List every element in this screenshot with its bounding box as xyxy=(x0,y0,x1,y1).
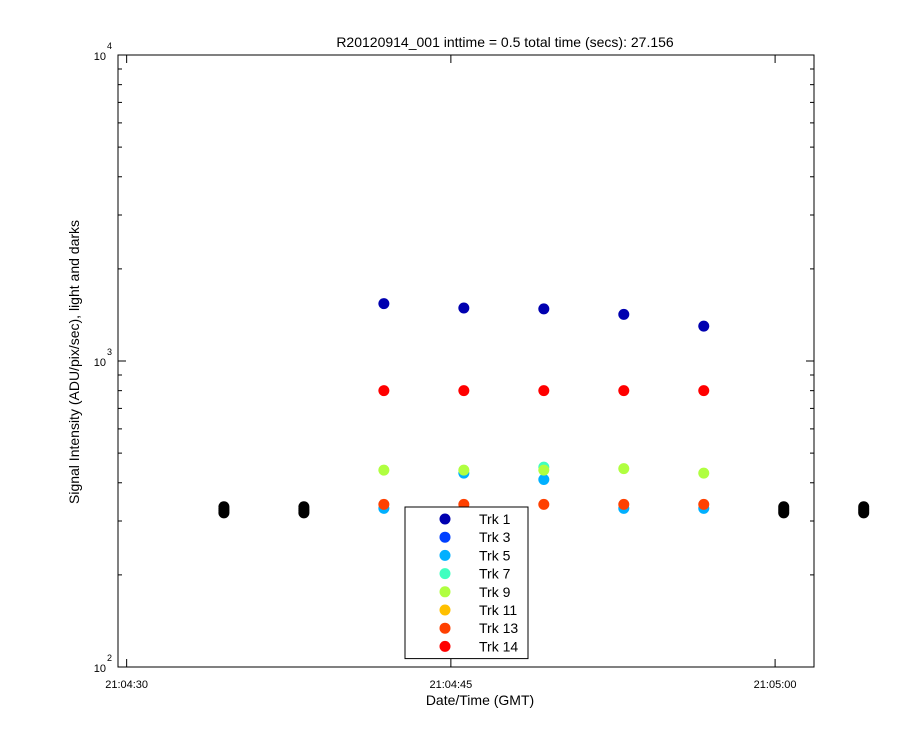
data-point xyxy=(458,302,470,314)
data-point xyxy=(698,498,710,510)
x-tick-label: 21:04:45 xyxy=(429,679,472,691)
legend-marker xyxy=(439,604,451,616)
data-point xyxy=(778,501,790,513)
data-point xyxy=(618,498,630,510)
data-point xyxy=(698,467,710,479)
legend-marker xyxy=(439,586,451,598)
legend-marker xyxy=(439,568,451,580)
data-point xyxy=(858,501,870,513)
data-point xyxy=(378,385,390,397)
y-tick-label-exponent: 4 xyxy=(107,41,112,51)
legend-label: Trk 7 xyxy=(479,566,511,582)
legend-marker xyxy=(439,622,451,634)
legend-label: Trk 14 xyxy=(479,638,518,654)
data-point xyxy=(698,385,710,397)
data-point xyxy=(378,498,390,510)
legend-box xyxy=(404,506,529,660)
data-point xyxy=(458,464,470,476)
legend-label: Trk 9 xyxy=(479,584,511,600)
data-point xyxy=(538,385,550,397)
legend-label: Trk 1 xyxy=(479,511,511,527)
y-tick-label-base: 10 xyxy=(94,357,106,369)
data-point xyxy=(698,320,710,332)
x-ticks: 21:04:30 21:04:45 21:05:00 xyxy=(105,55,797,691)
y-tick-label-exponent: 3 xyxy=(107,347,112,357)
data-point xyxy=(618,308,630,320)
legend-label: Trk 13 xyxy=(479,620,518,636)
y-tick-label-exponent: 2 xyxy=(107,653,112,663)
data-point xyxy=(218,501,230,513)
legend-marker xyxy=(439,549,451,561)
legend-marker xyxy=(439,513,451,525)
y-axis-label: Signal Intensity (ADU/pix/sec), light an… xyxy=(66,220,82,504)
data-points xyxy=(218,298,870,519)
data-point xyxy=(538,498,550,510)
data-point xyxy=(618,385,630,397)
legend-label: Trk 11 xyxy=(479,602,517,618)
x-tick-label: 21:05:00 xyxy=(754,679,797,691)
x-tick-label: 21:04:30 xyxy=(105,679,148,691)
legend-label: Trk 5 xyxy=(479,547,511,563)
legend-marker xyxy=(439,640,451,652)
data-point xyxy=(538,473,550,485)
data-point xyxy=(538,464,550,476)
legend-marker xyxy=(439,531,451,543)
data-point xyxy=(538,303,550,315)
data-point xyxy=(378,464,390,476)
y-tick-label-base: 10 xyxy=(94,51,106,63)
legend: Trk 1 Trk 3 Trk 5 Trk 7 Trk 9 Trk 11 Trk 13 Trk… xyxy=(404,506,529,660)
x-axis-label: Date/Time (GMT) xyxy=(426,692,534,708)
data-point xyxy=(378,298,390,310)
chart-title: R20120914_001 inttime = 0.5 total time (… xyxy=(336,34,674,50)
data-point xyxy=(298,501,310,513)
y-tick-label-base: 10 xyxy=(94,663,106,675)
data-point xyxy=(458,385,470,397)
legend-label: Trk 3 xyxy=(479,529,511,545)
data-point xyxy=(618,463,630,475)
